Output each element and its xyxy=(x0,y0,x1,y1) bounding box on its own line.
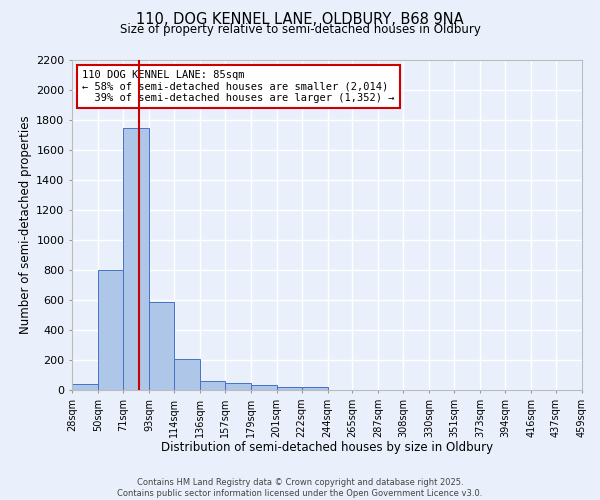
Text: 110, DOG KENNEL LANE, OLDBURY, B68 9NA: 110, DOG KENNEL LANE, OLDBURY, B68 9NA xyxy=(136,12,464,28)
Y-axis label: Number of semi-detached properties: Number of semi-detached properties xyxy=(19,116,32,334)
X-axis label: Distribution of semi-detached houses by size in Oldbury: Distribution of semi-detached houses by … xyxy=(161,442,493,454)
Bar xyxy=(224,383,251,390)
Bar xyxy=(149,302,174,390)
Text: Contains HM Land Registry data © Crown copyright and database right 2025.
Contai: Contains HM Land Registry data © Crown c… xyxy=(118,478,482,498)
Bar xyxy=(200,381,224,390)
Bar xyxy=(123,128,149,390)
Bar xyxy=(277,387,302,390)
Text: 110 DOG KENNEL LANE: 85sqm
← 58% of semi-detached houses are smaller (2,014)
  3: 110 DOG KENNEL LANE: 85sqm ← 58% of semi… xyxy=(82,70,395,103)
Bar xyxy=(174,359,200,390)
Bar xyxy=(302,387,328,390)
Bar xyxy=(98,270,123,390)
Text: Size of property relative to semi-detached houses in Oldbury: Size of property relative to semi-detach… xyxy=(119,22,481,36)
Bar xyxy=(251,385,277,390)
Bar xyxy=(72,384,98,390)
